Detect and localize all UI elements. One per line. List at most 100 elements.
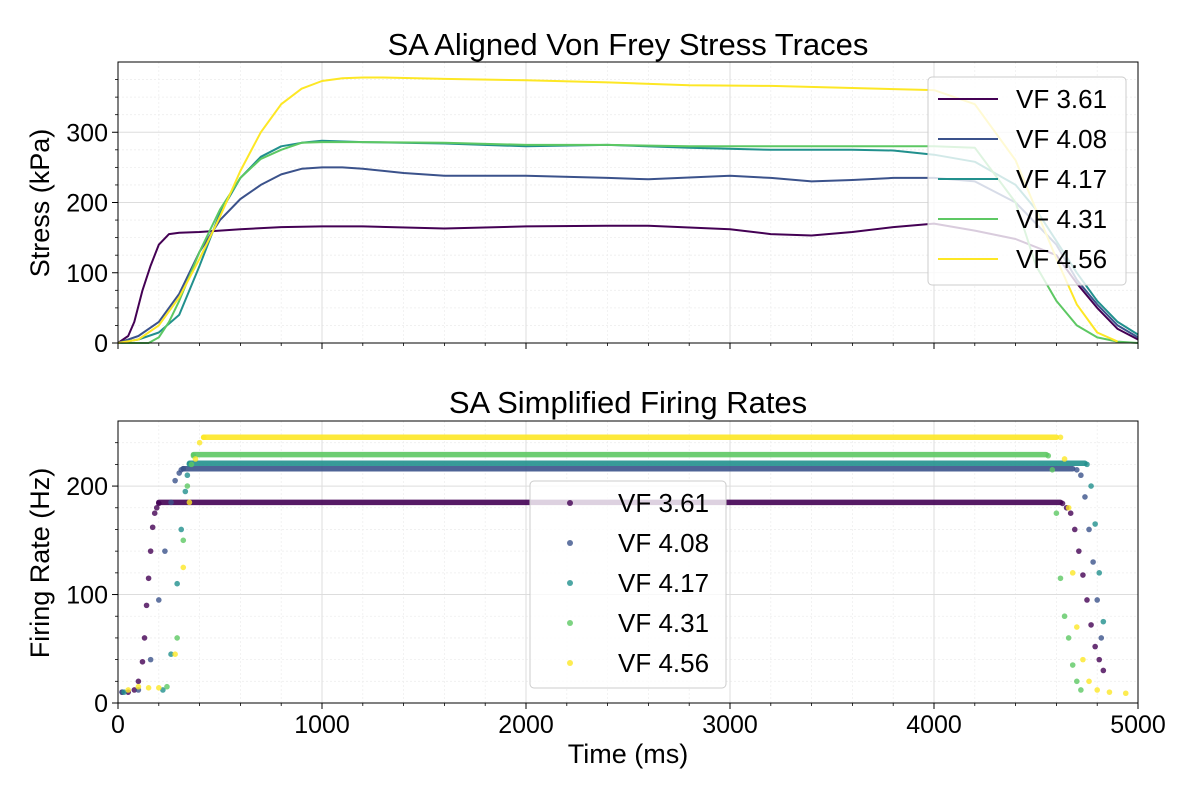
data-point (1096, 656, 1103, 663)
y-axis-label: Firing Rate (Hz) (25, 468, 55, 659)
data-point (1096, 570, 1103, 576)
legend-label: VF 3.61 (618, 488, 709, 518)
legend-swatch (567, 540, 573, 546)
legend-item: VF 4.56 (938, 244, 1107, 274)
data-point (1074, 467, 1080, 473)
data-point (1100, 618, 1107, 625)
legend-item: VF 4.56 (567, 648, 709, 678)
legend-box (529, 480, 727, 689)
data-point (1057, 575, 1064, 582)
data-point (1092, 643, 1098, 650)
data-point (125, 687, 131, 693)
legend-item: VF 4.31 (567, 608, 709, 638)
x-tick-label: 0 (111, 711, 125, 739)
series-vf-4-17 (121, 460, 1107, 695)
legend-item: VF 4.31 (938, 204, 1107, 234)
data-point (1098, 635, 1105, 641)
data-point (1086, 526, 1092, 533)
data-point (182, 488, 189, 495)
data-point (196, 439, 203, 446)
data-point (174, 580, 180, 587)
data-point (145, 575, 152, 582)
data-point (145, 685, 152, 691)
data-point (1088, 483, 1094, 489)
data-point (1122, 690, 1129, 697)
data-point (1069, 662, 1076, 668)
y-axis-label: Stress (kPa) (25, 129, 55, 278)
data-point (1100, 667, 1107, 674)
axes: 0 1000 2000 3000 4000 5000 0 100 200 (66, 420, 1166, 739)
x-tick-label: 2000 (498, 711, 554, 739)
data-point (1059, 500, 1066, 507)
data-point (1067, 510, 1074, 516)
data-point (162, 548, 168, 554)
x-tick-label: 3000 (702, 711, 758, 739)
data-point (1074, 624, 1080, 630)
data-point (1106, 689, 1113, 695)
data-point (139, 658, 146, 665)
firing-rates-chart: SA Simplified Firing Rates 0 1000 2000 3000… (25, 385, 1166, 769)
y-tick-label: 100 (66, 582, 108, 610)
y-tick-label: 300 (66, 119, 108, 147)
legend-label: VF 4.56 (618, 648, 709, 678)
data-point (180, 537, 187, 544)
axes-frame (117, 420, 1139, 704)
data-point (156, 597, 162, 603)
legend-label: VF 4.17 (1016, 164, 1107, 194)
data-point (153, 504, 160, 511)
data-point (1074, 678, 1080, 685)
data-point (1078, 472, 1084, 479)
data-point (1069, 570, 1076, 576)
data-point (172, 477, 178, 484)
series-vf-4-08 (119, 465, 1105, 695)
data-point (156, 685, 162, 691)
legend-label: VF 4.17 (618, 568, 709, 598)
data-point (1084, 597, 1090, 603)
data-point (200, 434, 207, 441)
legend-swatch (567, 620, 573, 626)
data-point (184, 472, 191, 479)
data-point (184, 483, 191, 489)
data-point (1065, 635, 1072, 641)
legend-swatch (567, 500, 573, 506)
y-tick-label: 0 (94, 690, 108, 718)
data-point (188, 461, 195, 468)
legend-label: VF 4.31 (1016, 204, 1107, 234)
data-point (141, 635, 148, 641)
chart-title: SA Simplified Firing Rates (449, 385, 807, 420)
legend-swatch (567, 580, 573, 586)
legend: VF 3.61 VF 4.08 VF 4.17 VF 4.31 VF 4.56 (529, 480, 727, 689)
data-point (143, 602, 150, 609)
data-point (1045, 452, 1052, 459)
data-point (1078, 687, 1084, 693)
data-point (151, 510, 158, 516)
series-vf-4-31 (164, 451, 1084, 693)
legend-item: VF 4.08 (938, 124, 1107, 154)
data-point (168, 499, 174, 506)
data-point (1080, 656, 1086, 663)
data-point (1086, 678, 1092, 685)
data-point (174, 635, 180, 641)
data-point (1092, 521, 1098, 527)
series-layer (119, 434, 1129, 697)
data-point (172, 651, 178, 657)
data-point (156, 500, 162, 507)
legend-label: VF 4.31 (618, 608, 709, 638)
data-point (149, 524, 156, 531)
data-point (1088, 622, 1094, 628)
data-point (1049, 467, 1056, 473)
data-point (135, 678, 142, 685)
x-tick-label: 1000 (294, 711, 350, 739)
stress-traces-chart: SA Aligned Von Frey Stress Traces 0 100 20… (25, 27, 1139, 358)
y-tick-label: 200 (66, 473, 108, 501)
data-point (1076, 548, 1082, 554)
x-tick-label: 4000 (906, 711, 962, 739)
series-vf-4-56 (125, 434, 1129, 697)
legend-label: VF 3.61 (1016, 84, 1107, 114)
y-tick-label: 200 (66, 190, 108, 218)
data-point (192, 456, 199, 462)
legend-swatch (567, 660, 573, 666)
legend-label: VF 4.08 (618, 528, 709, 558)
data-point (1084, 461, 1090, 468)
